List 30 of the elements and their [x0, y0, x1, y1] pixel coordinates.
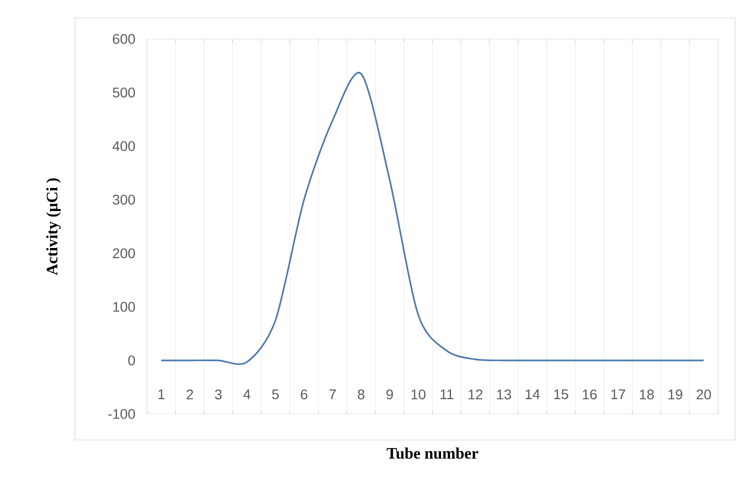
x-tick-label: 1 — [158, 390, 164, 400]
x-tick-label: 14 — [526, 390, 540, 400]
y-tick-label: 300 — [112, 194, 135, 205]
y-tick-label: 600 — [112, 34, 135, 44]
x-tick-label: 8 — [358, 389, 364, 400]
x-tick-label: 2 — [186, 389, 194, 400]
x-tick-label: 9 — [386, 389, 393, 400]
x-tick-label: 13 — [497, 389, 512, 400]
x-tick-label: 17 — [611, 390, 626, 400]
y-tick-label: -100 — [108, 409, 135, 419]
x-tick-label: 4 — [243, 390, 250, 400]
x-tick-label: 10 — [412, 389, 426, 400]
x-tick-label: 16 — [582, 389, 597, 400]
x-tick-label: 3 — [215, 389, 222, 400]
y-tick-label: 200 — [112, 248, 135, 258]
x-tick-label: 12 — [468, 389, 482, 400]
x-tick-label: 18 — [640, 389, 654, 400]
x-tick-label: 15 — [554, 390, 568, 400]
y-tick-label: 100 — [113, 302, 135, 312]
y-tick-label: 400 — [112, 141, 135, 152]
y-axis-title: Activity (µCi ) — [46, 178, 61, 276]
x-tick-label: 5 — [272, 390, 279, 400]
y-tick-label: 0 — [128, 355, 135, 366]
x-tick-label: 7 — [329, 390, 336, 400]
y-tick-label: 500 — [112, 88, 135, 98]
x-tick-label: 19 — [668, 389, 682, 400]
x-tick-label: 6 — [300, 389, 308, 400]
x-tick-label: 20 — [696, 389, 711, 400]
x-axis-title: Tube number — [386, 448, 478, 459]
x-tick-label: 11 — [440, 390, 454, 400]
